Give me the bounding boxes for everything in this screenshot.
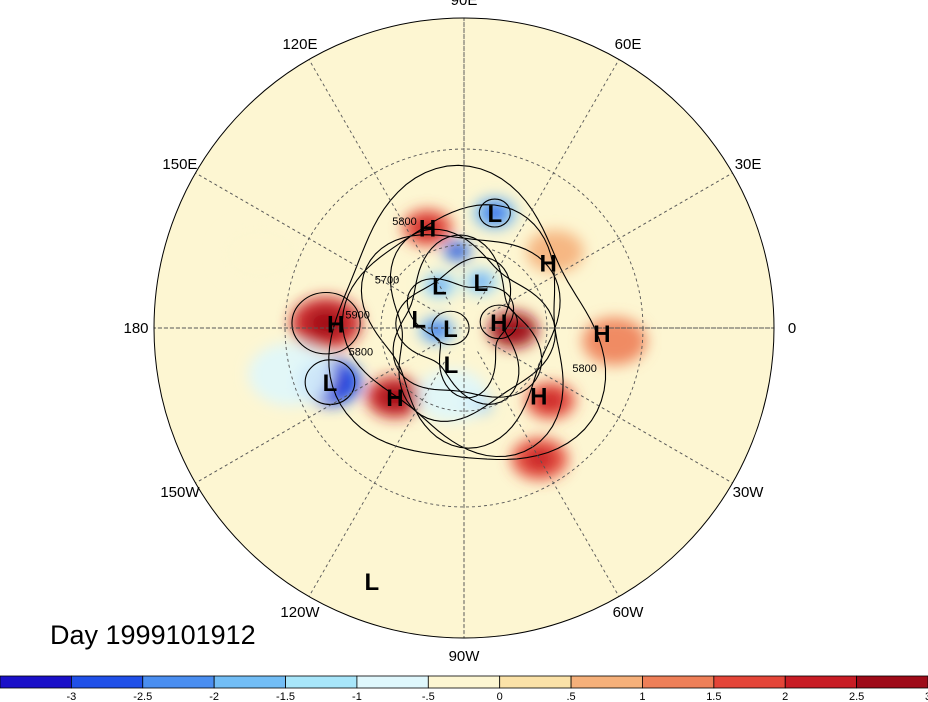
colorbar-tick-label: 2	[782, 691, 788, 702]
anomaly-core	[307, 309, 345, 338]
colorbar-tick-label: .5	[566, 691, 575, 702]
longitude-label: 120W	[280, 604, 320, 621]
longitude-label: 120E	[282, 36, 317, 53]
low-pressure-marker: L	[364, 569, 379, 596]
anomaly-core	[483, 204, 506, 222]
colorbar-swatch	[0, 675, 72, 689]
high-pressure-marker: H	[386, 385, 403, 412]
anomaly-core	[537, 390, 564, 411]
closed-contour	[304, 359, 356, 406]
closed-contour	[479, 304, 518, 340]
anomaly-patch	[526, 230, 584, 273]
longitude-label: 90W	[449, 648, 481, 665]
meridian	[195, 341, 441, 484]
anomaly-core	[524, 447, 555, 471]
contour-label: 5800	[349, 347, 373, 359]
colorbar-swatch	[142, 675, 215, 689]
colorbar-swatch	[70, 675, 144, 689]
longitude-label: 60W	[613, 604, 645, 621]
colorbar-swatch	[642, 675, 715, 689]
colorbar-swatch	[784, 675, 858, 689]
meridian	[487, 341, 733, 484]
colorbar-tick-label: 0	[497, 691, 503, 702]
colorbar-swatch	[427, 675, 501, 689]
contour-label: 5800	[392, 216, 416, 228]
closed-contour	[291, 291, 361, 355]
high-pressure-marker: H	[327, 312, 344, 339]
high-pressure-marker: H	[419, 216, 436, 243]
colorbar-tick-label: -1.5	[276, 691, 295, 702]
high-pressure-marker: H	[539, 250, 556, 277]
meridian	[487, 172, 733, 315]
anomaly-patch	[248, 342, 334, 406]
contour-label: 5900	[345, 310, 369, 322]
longitude-label: 0	[788, 320, 796, 337]
low-pressure-marker: L	[323, 370, 338, 397]
colorbar-tick-label: -.5	[422, 691, 435, 702]
longitude-label: 30E	[735, 156, 762, 173]
anomaly-patch	[582, 317, 647, 365]
colorbar-tick-label: -3	[66, 691, 76, 702]
anomaly-core	[449, 245, 465, 257]
colorbar-swatch	[499, 675, 572, 689]
longitude-label: 150E	[162, 156, 197, 173]
low-pressure-marker: L	[443, 316, 458, 343]
meridian	[195, 172, 441, 315]
anomaly-core	[471, 274, 491, 289]
low-pressure-marker: L	[432, 273, 447, 300]
high-pressure-marker: H	[490, 310, 507, 337]
low-pressure-marker: L	[487, 201, 502, 228]
longitude-label: 30W	[733, 484, 765, 501]
colorbar-tick-label: -2.5	[133, 691, 152, 702]
meridian	[477, 351, 620, 597]
meridian	[308, 59, 451, 305]
colorbar-tick-label: -1	[352, 691, 362, 702]
longitude-label: 180	[123, 320, 148, 337]
high-pressure-marker: H	[530, 383, 547, 410]
colorbar-tick-label: 1	[639, 691, 645, 702]
colorbar-swatch	[713, 675, 786, 689]
colorbar-swatch	[856, 675, 928, 689]
colorbar-swatch	[213, 675, 286, 689]
colorbar-tick-label: 2.5	[849, 691, 864, 702]
colorbar-swatch	[356, 675, 429, 689]
low-pressure-marker: L	[411, 306, 426, 333]
closed-contour	[478, 198, 511, 228]
anomaly-patch	[217, 222, 303, 286]
colorbar-tick-label: 1.5	[706, 691, 721, 702]
high-pressure-marker: H	[593, 321, 610, 348]
colorbar-tick-label: -2	[209, 691, 219, 702]
contour-label: 5700	[375, 275, 399, 287]
meridian	[308, 351, 451, 597]
day-label: Day 1999101912	[50, 620, 256, 650]
map-boundary	[153, 17, 775, 639]
anomaly-core	[414, 217, 441, 238]
low-pressure-marker: L	[473, 270, 488, 297]
map-background	[154, 18, 774, 638]
low-pressure-marker: L	[444, 352, 459, 379]
colorbar-tick-label: 3	[925, 691, 928, 702]
contour-label: 5800	[572, 363, 596, 375]
colorbar: -3 -2.5 -2 -1.5 -1 -.5 0 .5 1 1.5 2 2.5 3	[0, 675, 928, 702]
meridian	[477, 59, 620, 305]
longitude-label: 90E	[451, 0, 478, 9]
colorbar-swatch	[570, 675, 643, 689]
colorbar-swatch	[285, 675, 358, 689]
longitude-label: 60E	[615, 36, 642, 53]
longitude-label: 150W	[160, 484, 200, 501]
anomaly-patch	[416, 369, 488, 423]
